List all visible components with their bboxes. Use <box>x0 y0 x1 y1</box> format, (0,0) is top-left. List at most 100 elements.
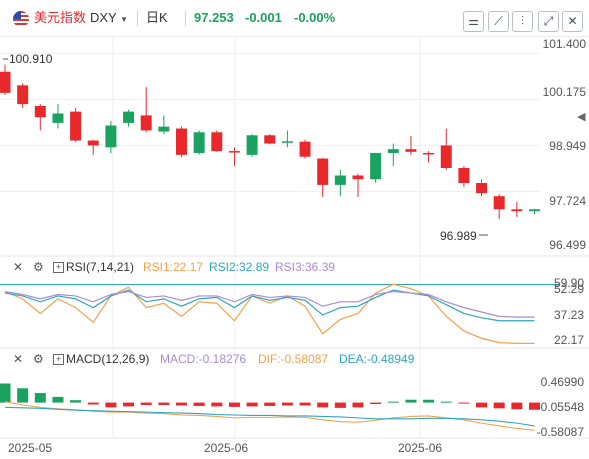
macd-histogram-bar <box>440 401 452 403</box>
macd-series-line <box>4 406 535 427</box>
macd-histogram-bar <box>158 402 170 405</box>
period-label: 日K <box>146 10 168 25</box>
candle-body <box>352 175 364 180</box>
candlestick-series: 100.910 96.989 <box>0 52 540 243</box>
macd-tick-label: -0.58087 <box>537 425 585 439</box>
macd-histogram-bar <box>87 402 99 405</box>
indicator-icon[interactable]: ⟋ <box>488 11 509 32</box>
macd-histogram-bar <box>387 401 399 403</box>
macd-histogram-bar <box>70 400 82 403</box>
macd-histogram-bar <box>17 388 29 403</box>
macd-histogram-bar <box>511 402 523 410</box>
macd-histogram-bar <box>370 402 382 405</box>
candle-body <box>105 125 117 148</box>
candle-body <box>458 167 470 184</box>
candle-body <box>387 149 399 153</box>
macd-axis: 0.46990 -0.05548 -0.58087 <box>537 375 585 439</box>
macd-histogram-bar <box>352 402 364 408</box>
settings-icon[interactable]: ⚙ <box>33 260 44 274</box>
candle-body <box>281 141 293 143</box>
macd-tick-label: -0.05548 <box>537 400 585 414</box>
macd-histogram-bar <box>34 393 46 403</box>
rsi-series-line <box>4 290 535 318</box>
macd-histogram-bar <box>281 402 293 406</box>
candle-body <box>370 152 382 180</box>
settings-sliders-icon[interactable]: ⚌ <box>463 11 484 32</box>
macd-histogram-bar <box>299 402 311 406</box>
expand-box-icon[interactable]: + <box>53 262 64 273</box>
macd-histogram-bar <box>334 402 346 408</box>
rsi-tick-label: 22.17 <box>554 333 584 347</box>
candle-body <box>52 113 64 123</box>
candle-body <box>476 183 488 194</box>
chart-toolbar: 美元指数 DXY ▼ 日K 97.253 -0.001 -0.00% ⚌ ⟋ ⫶… <box>0 0 589 37</box>
macd-histogram-bar <box>228 402 240 407</box>
macd-histogram-bar <box>52 396 64 403</box>
macd-histogram-bar <box>123 402 135 407</box>
expand-box-icon[interactable]: + <box>53 354 64 365</box>
rsi1-value: RSI1:22.17 <box>143 260 204 274</box>
macd-title: MACD(12,26,9) <box>66 352 150 366</box>
rsi-series-line <box>4 289 535 322</box>
candle-body <box>511 209 523 212</box>
expand-icon[interactable]: ⤢ <box>538 11 559 32</box>
price-change-percent: -0.00% <box>294 10 336 25</box>
macd-histogram-bar <box>493 402 505 409</box>
date-tick-label: 2025-06 <box>398 441 442 455</box>
macd-histogram-bar <box>476 402 488 408</box>
price-tick-label: 97.724 <box>549 194 586 208</box>
candle-body <box>228 151 240 153</box>
last-price: 97.253 <box>194 10 234 25</box>
candle-body <box>211 132 223 152</box>
draw-tool-icon[interactable]: ⫶ <box>512 11 533 32</box>
rsi-tick-label: 59.90 <box>554 276 584 290</box>
candle-body <box>123 111 135 123</box>
collapse-icon[interactable]: ✕ <box>13 260 24 274</box>
candle-body <box>317 158 329 185</box>
max-price-label: 100.910 <box>9 52 53 66</box>
min-price-label: 96.989 <box>440 229 477 243</box>
settings-icon[interactable]: ⚙ <box>33 352 44 366</box>
rsi-plot <box>0 283 560 344</box>
macd-histogram-bar <box>458 402 470 404</box>
close-icon[interactable]: ✕ <box>562 11 583 32</box>
us-flag-icon <box>13 11 29 27</box>
dea-value: DEA:-0.48949 <box>339 352 415 366</box>
chevron-down-icon: ▼ <box>120 15 129 24</box>
candle-body <box>246 135 258 155</box>
macd-histogram-bar <box>176 402 187 406</box>
price-change: -0.001 <box>245 10 282 25</box>
price-axis: 101.400 100.175 98.949 97.724 96.499 <box>543 37 587 252</box>
collapse-icon[interactable]: ✕ <box>13 352 24 366</box>
candle-body <box>334 175 346 185</box>
price-tick-label: 100.175 <box>543 85 587 99</box>
candle-body <box>158 126 170 132</box>
price-tick-label: 101.400 <box>543 37 587 51</box>
symbol-label: DXY <box>90 10 117 25</box>
candle-body <box>17 85 29 105</box>
macd-histogram-bar <box>317 402 329 408</box>
candle-body <box>405 149 417 152</box>
divider <box>185 11 186 26</box>
period-selector[interactable]: 日K <box>146 11 168 25</box>
macd-histogram-bar <box>211 402 223 407</box>
candle-body <box>0 71 11 93</box>
candle-body <box>87 140 99 146</box>
rsi-tick-label: 37.23 <box>554 308 584 322</box>
rsi-title: RSI(7,14,21) <box>66 260 135 274</box>
macd-histogram-bar <box>246 402 258 407</box>
candle-body <box>34 105 46 118</box>
macd-plot <box>0 383 540 431</box>
chevron-left-icon[interactable]: ◀ <box>577 111 586 123</box>
symbol-selector[interactable]: DXY ▼ <box>90 11 128 27</box>
macd-histogram-bar <box>405 399 417 403</box>
grid-lines <box>0 37 540 438</box>
rsi-tick-label: 52.29 <box>554 282 584 296</box>
date-tick-label: 2025-05 <box>8 441 52 455</box>
dif-value: DIF:-0.58087 <box>258 352 329 366</box>
macd-histogram-bar <box>423 399 435 403</box>
candle-body <box>299 141 311 157</box>
date-tick-label: 2025-06 <box>204 441 248 455</box>
